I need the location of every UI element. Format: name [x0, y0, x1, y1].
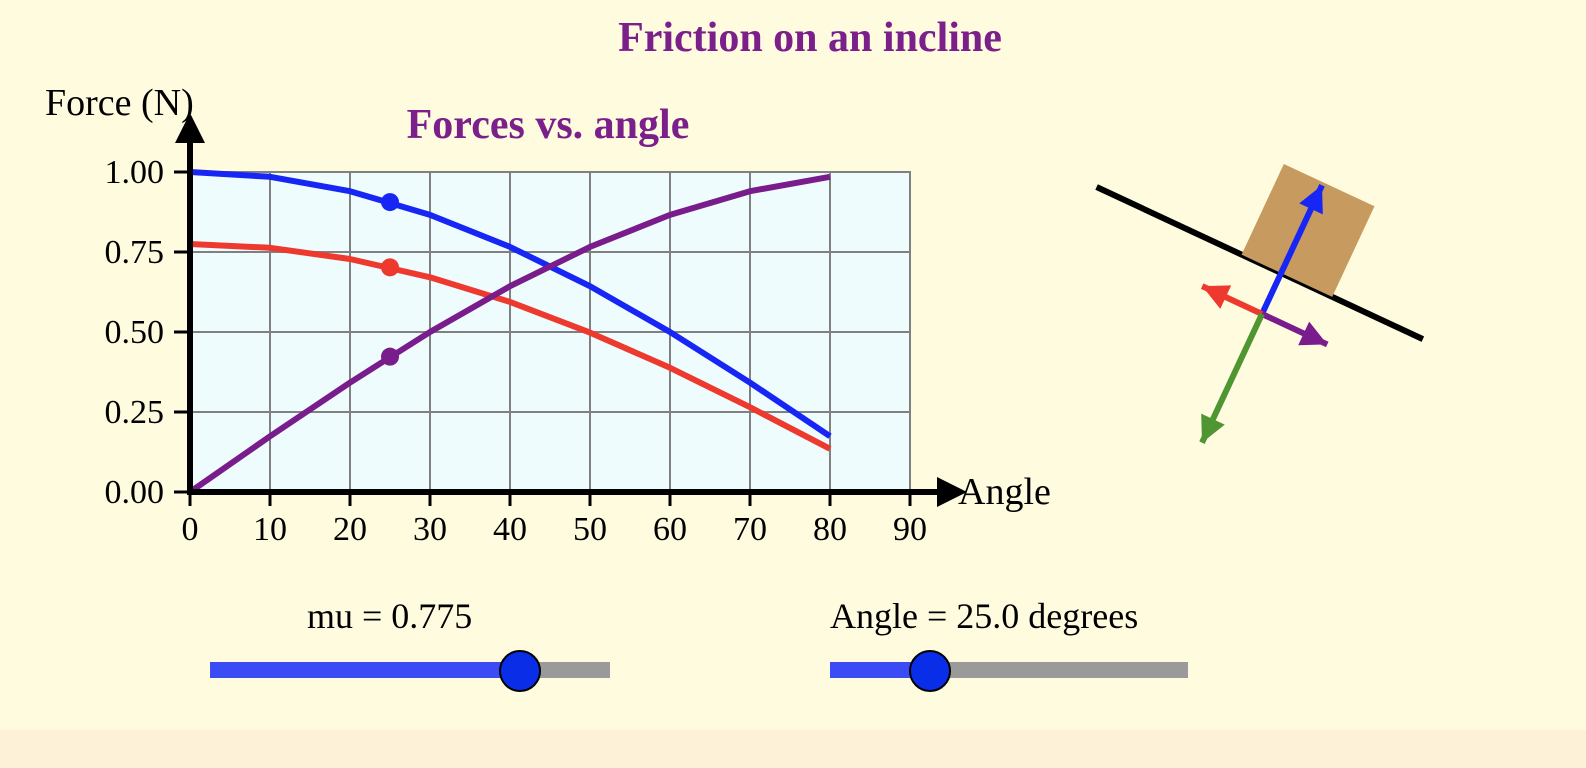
y-tick-label: 1.00 [105, 154, 165, 191]
angle-slider-fill [830, 662, 930, 678]
current-angle-marker-2 [381, 347, 399, 366]
x-tick-label: 60 [653, 511, 687, 548]
y-tick-label: 0.75 [105, 234, 165, 271]
x-tick-label: 20 [333, 511, 367, 548]
gravity-force-arrow-head [1201, 413, 1225, 443]
x-tick-label: 10 [253, 511, 287, 548]
x-axis-label: Angle [958, 471, 1051, 513]
gravity-force-arrow [1199, 312, 1265, 444]
mu-slider-thumb[interactable] [499, 650, 541, 692]
mu-value-label: mu = 0.775 [307, 596, 473, 636]
normal-force-arrow-head [1299, 185, 1323, 215]
parallel-force-arrow [1260, 311, 1329, 348]
footer-strip [0, 730, 1586, 768]
mu-slider[interactable] [210, 650, 610, 692]
series-line-2 [188, 173, 831, 495]
y-tick-label: 0.25 [105, 394, 165, 431]
normal-force-arrow [1259, 184, 1325, 316]
parallel-force-arrow-head [1298, 321, 1328, 346]
simulation-stage: Friction on an incline 0 10 20 30 40 50 60 70 80… [45, 15, 1425, 692]
y-tick-label: 0.50 [105, 314, 165, 351]
series-line-1 [189, 241, 832, 452]
angle-slider-thumb[interactable] [908, 650, 951, 692]
mu-slider-fill [210, 662, 520, 678]
angle-value-label: Angle = 25.0 degrees [830, 596, 1139, 636]
x-tick-label: 50 [573, 511, 607, 548]
angle-slider[interactable] [830, 650, 1188, 692]
current-angle-marker-0 [381, 193, 399, 212]
page-title: Friction on an incline [618, 15, 1002, 61]
chart-title: Forces vs. angle [407, 102, 690, 148]
x-tick-label: 70 [733, 511, 767, 548]
friction-force-arrow [1200, 283, 1264, 317]
x-tick-label: 90 [893, 511, 927, 548]
chart-and-diagram-canvas: 0 10 20 30 40 50 60 70 80 90 0.00 0.25 0.50 0.75 1.00 F… [45, 82, 1425, 548]
y-tick-label: 0.00 [105, 474, 165, 511]
x-tick-label: 30 [413, 511, 447, 548]
block [1241, 163, 1375, 297]
series-line-0 [189, 169, 832, 439]
friction-force-arrow-head [1202, 285, 1232, 309]
y-axis-label: Force (N) [45, 82, 194, 124]
current-angle-marker-1 [381, 258, 399, 277]
x-tick-label: 0 [182, 511, 199, 548]
x-tick-label: 80 [813, 511, 847, 548]
x-tick-label: 40 [493, 511, 527, 548]
